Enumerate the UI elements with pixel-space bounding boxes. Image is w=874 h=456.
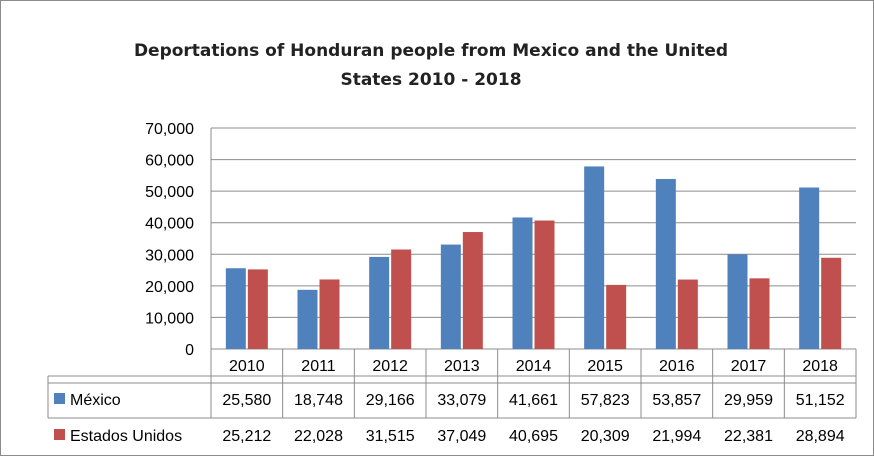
y-tick-label: 0 [185,342,194,359]
data-label: 29,959 [724,392,773,409]
bar-mexico-2014 [512,217,533,349]
bar-estados-unidos-2016 [677,279,698,349]
data-label: 57,823 [581,392,630,409]
data-label: 20,309 [581,428,630,445]
data-label: 25,580 [222,392,271,409]
data-label: 41,661 [509,392,558,409]
bar-mexico-2012 [369,256,390,349]
bar-estados-unidos-2010 [247,269,268,349]
data-label: 28,894 [796,428,845,445]
bar-estados-unidos-2014 [534,220,555,349]
category-label: 2010 [229,358,265,375]
data-label: 31,515 [366,428,415,445]
data-label: 25,212 [222,428,271,445]
bar-mexico-2016 [655,178,676,349]
bar-estados-unidos-2015 [606,284,627,349]
y-tick-label: 50,000 [145,184,194,201]
y-tick-label: 40,000 [145,216,194,233]
bar-mexico-2011 [297,289,318,349]
bar-estados-unidos-2011 [319,279,340,349]
data-label: 18,748 [294,392,343,409]
data-label: 22,028 [294,428,343,445]
category-label: 2015 [587,358,623,375]
category-label: 2017 [731,358,767,375]
bar-estados-unidos-2013 [462,232,483,349]
bar-mexico-2017 [727,254,748,349]
bar-estados-unidos-2018 [821,257,842,349]
category-label: 2012 [372,358,408,375]
y-tick-label: 70,000 [145,121,194,138]
bar-mexico-2010 [225,268,246,349]
y-tick-label: 30,000 [145,247,194,264]
y-tick-label: 10,000 [145,310,194,327]
y-tick-label: 20,000 [145,279,194,296]
data-label: 22,381 [724,428,773,445]
category-label: 2011 [301,358,336,375]
category-label: 2013 [444,358,480,375]
legend-label: México [70,392,121,409]
bar-mexico-2013 [440,244,461,349]
data-label: 51,152 [796,392,845,409]
data-label: 40,695 [509,428,558,445]
category-label: 2014 [516,358,552,375]
legend-key [54,429,65,440]
bar-estados-unidos-2012 [391,249,412,349]
category-label: 2018 [802,358,838,375]
data-label: 53,857 [652,392,701,409]
data-label: 37,049 [437,428,486,445]
data-label: 21,994 [652,428,701,445]
bar-mexico-2015 [584,166,605,349]
legend-label: Estados Unidos [70,428,182,445]
category-label: 2016 [659,358,695,375]
data-label: 29,166 [366,392,415,409]
y-tick-label: 60,000 [145,153,194,170]
chart-title: Deportations of Honduran people from Mex… [133,41,729,90]
legend-key [54,393,65,404]
bar-mexico-2018 [799,187,820,349]
bar-estados-unidos-2017 [749,278,770,349]
data-label: 33,079 [437,392,486,409]
